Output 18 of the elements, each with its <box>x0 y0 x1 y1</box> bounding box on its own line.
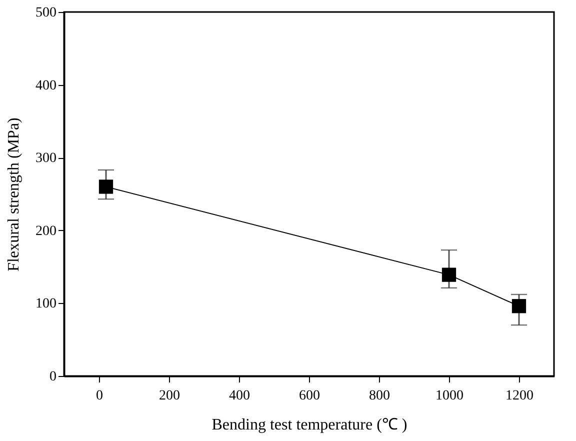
y-tick-label: 100 <box>36 296 56 312</box>
x-tick-label: 1000 <box>436 388 464 404</box>
point <box>442 268 456 282</box>
y-tick-label: 0 <box>50 370 56 384</box>
x-tick-label: 1200 <box>506 388 534 404</box>
y-tick-label: 400 <box>36 78 56 94</box>
x-tick-label: 800 <box>369 388 390 404</box>
x-axis-title: Bending test temperature (℃ ) <box>212 416 408 434</box>
y-axis-title: Flexural strength (MPa) <box>6 118 22 272</box>
x-tick-label: 400 <box>229 388 250 404</box>
point <box>512 299 526 314</box>
point <box>98 180 114 194</box>
y-tick-label: 500 <box>36 6 56 20</box>
y-tick-label: 300 <box>36 151 56 166</box>
y-tick-label: 200 <box>36 224 56 239</box>
x-tick-label: 200 <box>159 388 180 404</box>
x-tick-label: 0 <box>96 388 103 404</box>
x-tick-label: 600 <box>299 388 320 404</box>
